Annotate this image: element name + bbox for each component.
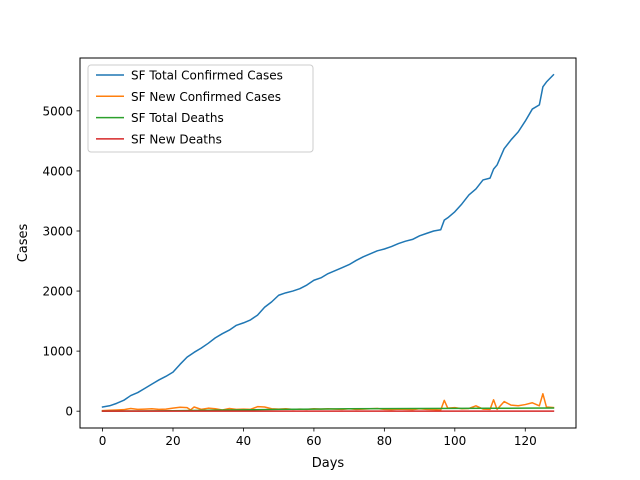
legend-label-3: SF Total Deaths xyxy=(131,111,224,125)
x-tick-label: 120 xyxy=(514,434,537,448)
series-layer xyxy=(101,73,555,412)
legend-box xyxy=(87,64,314,153)
x-tick-label: 40 xyxy=(236,434,251,448)
y-tick-label: 4000 xyxy=(42,164,73,178)
series-line-1 xyxy=(101,73,555,408)
legend-label-2: SF New Confirmed Cases xyxy=(131,90,281,104)
y-axis-label: Cases xyxy=(16,223,31,262)
legend-label-1: SF Total Confirmed Cases xyxy=(131,69,283,83)
y-tick-label: 2000 xyxy=(42,285,73,299)
y-tick-label: 5000 xyxy=(42,104,73,118)
x-axis-label: Days xyxy=(312,456,345,471)
y-tick-label: 0 xyxy=(65,405,73,419)
legend-label-4: SF New Deaths xyxy=(131,132,222,146)
x-tick-label: 20 xyxy=(165,434,180,448)
legend: SF Total Confirmed Cases SF New Confirmed… xyxy=(87,64,314,153)
legend-entries: SF Total Confirmed Cases SF New Confirmed… xyxy=(96,69,283,146)
y-axis-ticks: 0 1000 2000 3000 4000 5000 xyxy=(42,104,80,419)
x-tick-label: 100 xyxy=(443,434,466,448)
x-tick-label: 80 xyxy=(377,434,392,448)
y-tick-label: 1000 xyxy=(42,345,73,359)
plot-area xyxy=(101,73,555,412)
x-tick-label: 0 xyxy=(99,434,107,448)
axes-frame xyxy=(79,57,577,429)
x-tick-label: 60 xyxy=(306,434,321,448)
x-axis-ticks: 0 20 40 60 80 100 120 xyxy=(99,428,537,448)
y-tick-label: 3000 xyxy=(42,224,73,238)
